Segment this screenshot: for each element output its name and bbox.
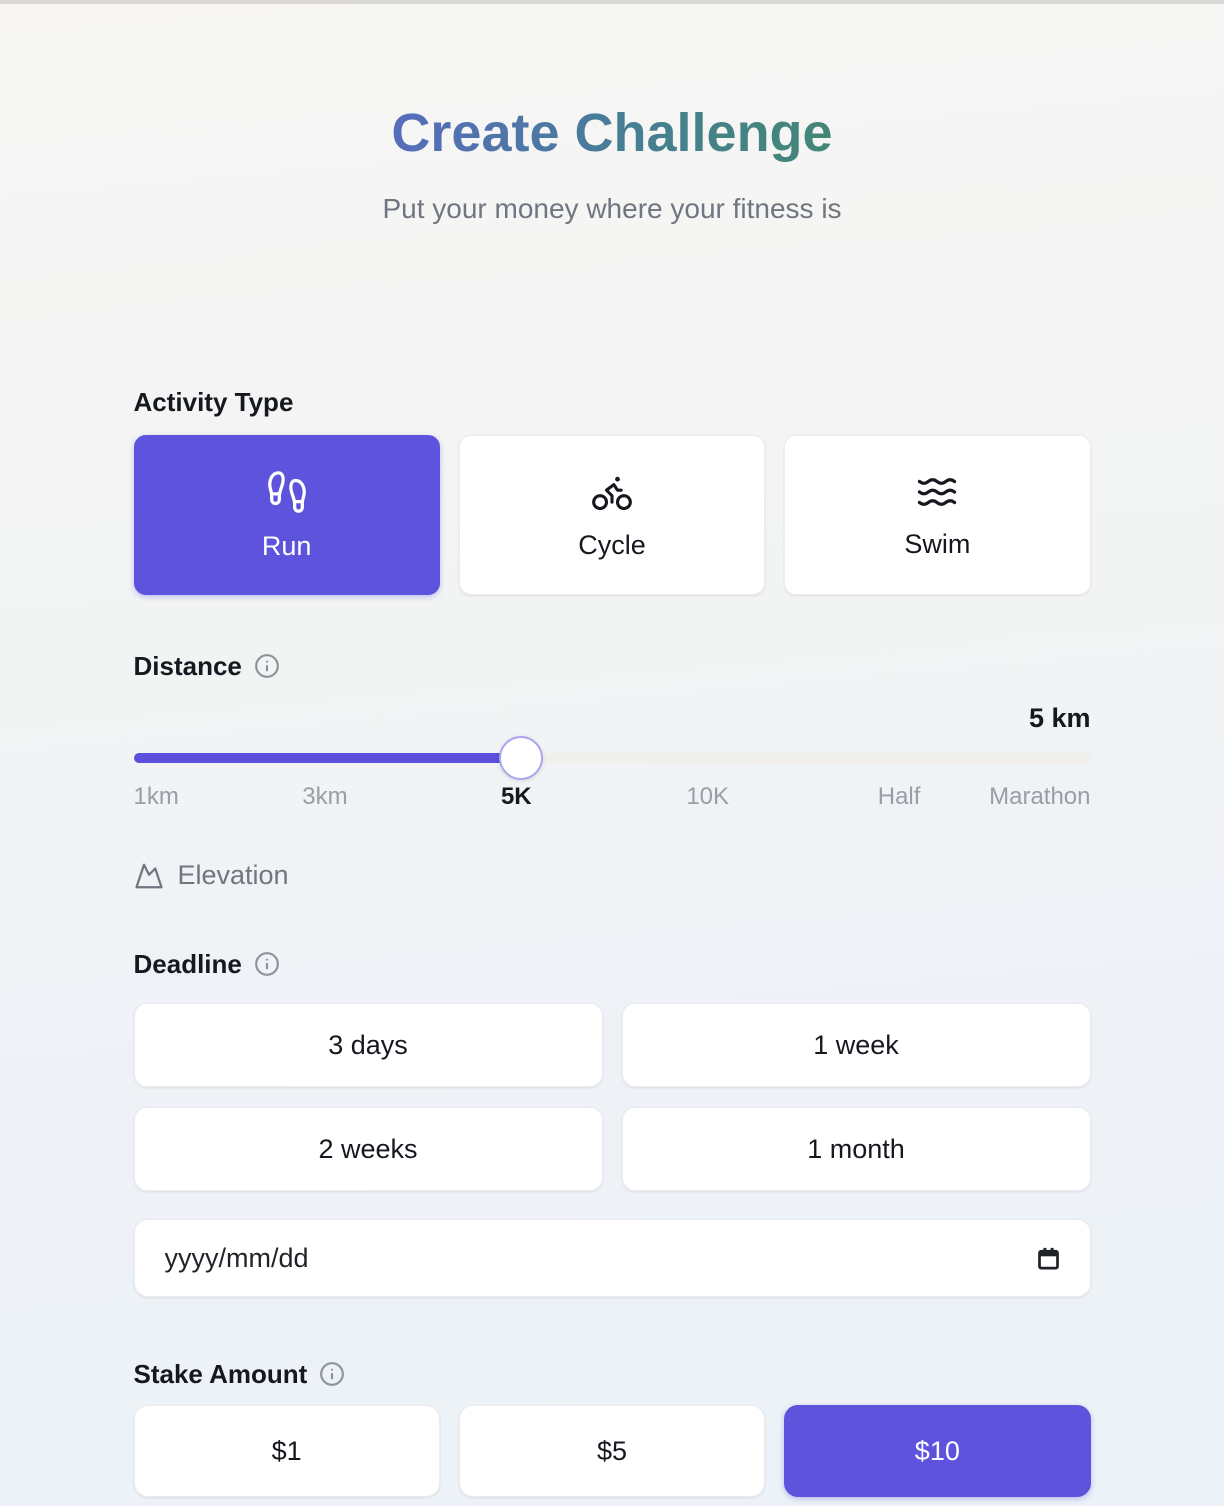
activity-option-run[interactable]: Run: [133, 435, 440, 596]
waves-icon: [916, 471, 958, 513]
slider-track[interactable]: [133, 753, 1091, 764]
activity-option-swim[interactable]: Swim: [784, 435, 1091, 596]
elevation-label: Elevation: [177, 860, 289, 891]
slider-thumb[interactable]: [499, 736, 544, 781]
deadline-date-field: [133, 1219, 1091, 1298]
tick-half: Half: [877, 783, 921, 811]
deadline-option-2-weeks[interactable]: 2 weeks: [133, 1107, 603, 1192]
activity-option-label: Swim: [904, 528, 971, 559]
deadline-option-1-week[interactable]: 1 week: [621, 1003, 1091, 1088]
stake-options: $1 $5 $10: [133, 1405, 1091, 1498]
stake-amount-section: Stake Amount $1 $5 $10: [133, 1357, 1091, 1498]
stake-amount-label: Stake Amount: [133, 1359, 308, 1390]
tick-marathon: Marathon: [989, 783, 1091, 811]
bike-icon: [590, 470, 634, 514]
page-subtitle: Put your money where your fitness is: [382, 193, 842, 225]
deadline-option-1-month[interactable]: 1 month: [621, 1107, 1091, 1192]
deadline-date-input[interactable]: [134, 1220, 1090, 1297]
activity-option-label: Cycle: [578, 529, 646, 560]
deadline-info-icon[interactable]: [254, 951, 280, 977]
deadline-option-3-days[interactable]: 3 days: [133, 1003, 603, 1088]
distance-label: Distance: [133, 651, 242, 682]
footprints-icon: [264, 469, 310, 515]
activity-options: Run Cycle: [133, 435, 1091, 596]
deadline-options: 3 days 1 week 2 weeks 1 month: [133, 1003, 1091, 1192]
slider-fill: [133, 753, 522, 764]
distance-tick-labels: 1km 3km 5K 10K Half Marathon: [134, 782, 1091, 812]
distance-info-icon[interactable]: [254, 653, 280, 679]
stake-option-1-dollar[interactable]: $1: [133, 1405, 440, 1498]
calendar-icon[interactable]: [1035, 1245, 1062, 1272]
page-title: Create Challenge: [134, 103, 1091, 163]
activity-type-label: Activity Type: [133, 387, 294, 418]
window-top-divider: [0, 0, 1224, 4]
activity-type-section: Activity Type Run: [133, 385, 1091, 596]
deadline-label: Deadline: [133, 949, 242, 980]
distance-slider[interactable]: [133, 736, 1091, 781]
deadline-section: Deadline 3 days 1 week 2 weeks 1 month: [133, 947, 1091, 1298]
tick-10k: 10K: [686, 783, 730, 811]
mountain-icon: [134, 861, 164, 891]
distance-section: Distance 5 km 1km 3km 5K 10K Half Marath…: [133, 649, 1091, 891]
tick-5k: 5K: [500, 783, 532, 811]
stake-option-5-dollar[interactable]: $5: [458, 1405, 766, 1498]
activity-option-label: Run: [261, 530, 312, 561]
activity-option-cycle[interactable]: Cycle: [458, 435, 766, 596]
stake-option-10-dollar[interactable]: $10: [784, 1405, 1091, 1498]
create-challenge-form: Create Challenge Put your money where yo…: [133, 4, 1091, 1498]
stake-info-icon[interactable]: [319, 1361, 345, 1387]
distance-value: 5 km: [1028, 703, 1091, 734]
elevation-toggle[interactable]: Elevation: [134, 860, 289, 891]
tick-1km: 1km: [133, 783, 179, 811]
tick-3km: 3km: [302, 783, 348, 811]
